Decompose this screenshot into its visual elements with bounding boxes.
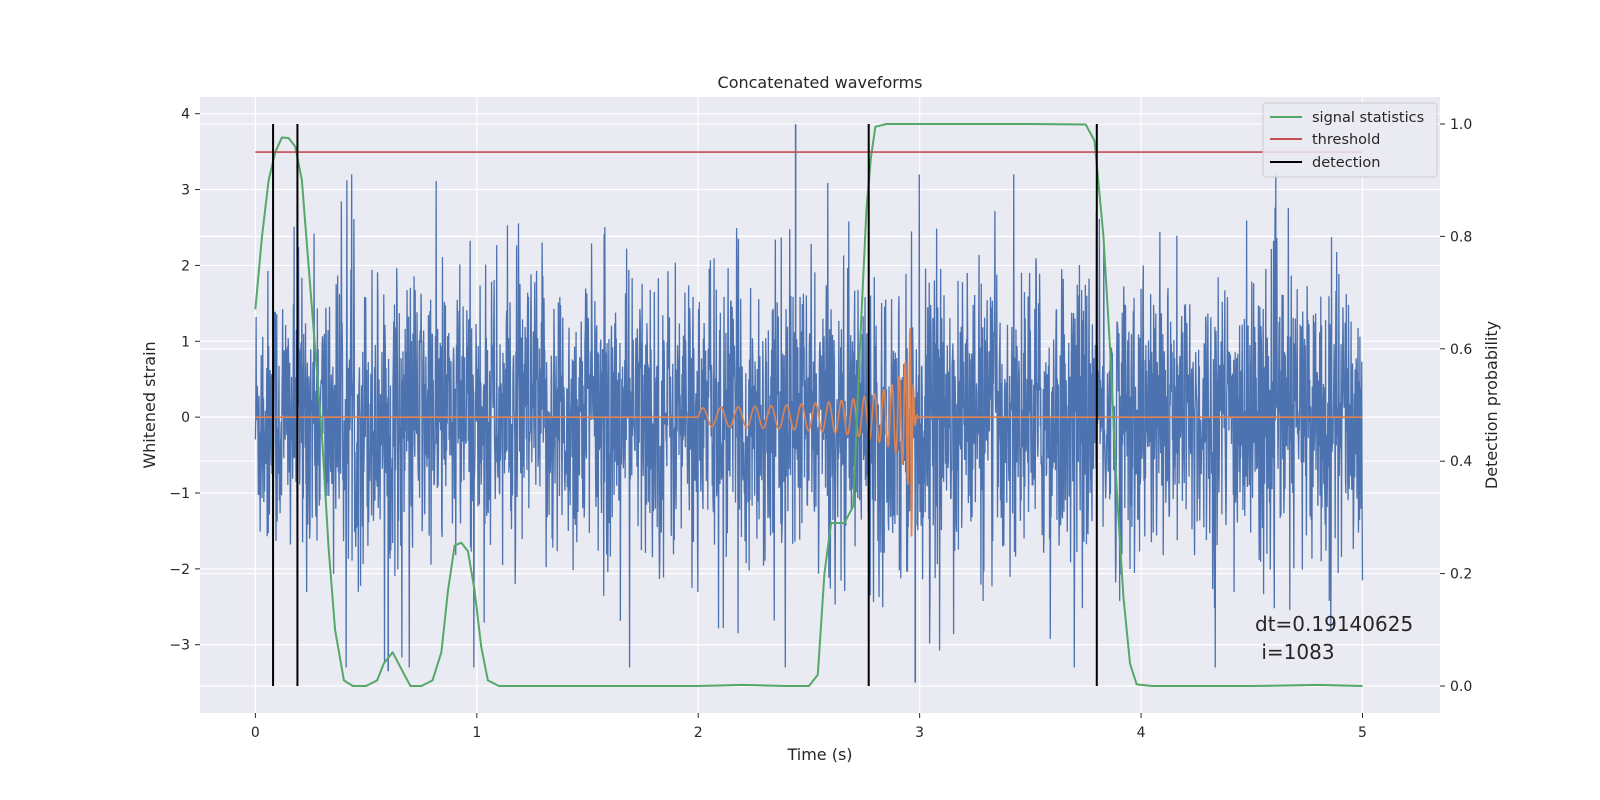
y-right-tick-label: 0.8 (1450, 229, 1472, 245)
waveform-trace (255, 327, 1363, 537)
y-left-tick-label: 1 (181, 334, 190, 350)
y-axis-label-right: Detection probability (1482, 321, 1501, 489)
legend-label-threshold: threshold (1312, 132, 1380, 148)
y-right-tick-label: 0.4 (1450, 454, 1472, 470)
x-axis-label: Time (s) (786, 745, 852, 764)
signal-statistics-line (254, 122, 1363, 688)
x-tick-label: 0 (251, 725, 260, 741)
y-right-tick-label: 0.0 (1450, 679, 1472, 695)
x-tick-label: 5 (1358, 725, 1367, 741)
ticks: 0 1 2 3 4 5 −3 −2 −1 0 1 2 3 4 0.0 0.2 0.4 0.6 0.8 1.0 (169, 107, 1472, 741)
y-left-tick-label: 0 (181, 410, 190, 426)
y-left-tick-label: −1 (169, 486, 190, 502)
x-tick-label: 1 (472, 725, 481, 741)
legend-label-detection: detection (1312, 155, 1380, 171)
y-left-tick-label: −3 (169, 638, 190, 654)
plot-layer (254, 122, 1364, 688)
legend: signal statistics threshold detection (1262, 102, 1438, 178)
y-left-tick-label: −2 (169, 562, 190, 578)
chart-title: Concatenated waveforms (718, 73, 923, 92)
y-axis-label-left: Whitened strain (140, 341, 159, 468)
legend-label-signal-statistics: signal statistics (1312, 110, 1424, 126)
annotation-dt: dt=0.19140625 (1255, 612, 1413, 636)
x-tick-label: 3 (915, 725, 924, 741)
y-right-tick-label: 0.6 (1450, 342, 1472, 358)
y-right-tick-label: 1.0 (1450, 117, 1472, 133)
y-left-tick-label: 3 (181, 183, 190, 199)
x-tick-label: 4 (1137, 725, 1146, 741)
annotation-index: i=1083 (1255, 640, 1335, 664)
noise-trace (254, 174, 1364, 668)
y-left-tick-label: 2 (181, 258, 190, 274)
legend-box (1262, 102, 1438, 178)
y-right-tick-label: 0.2 (1450, 567, 1472, 583)
x-tick-label: 2 (694, 725, 703, 741)
y-left-tick-label: 4 (181, 107, 190, 123)
